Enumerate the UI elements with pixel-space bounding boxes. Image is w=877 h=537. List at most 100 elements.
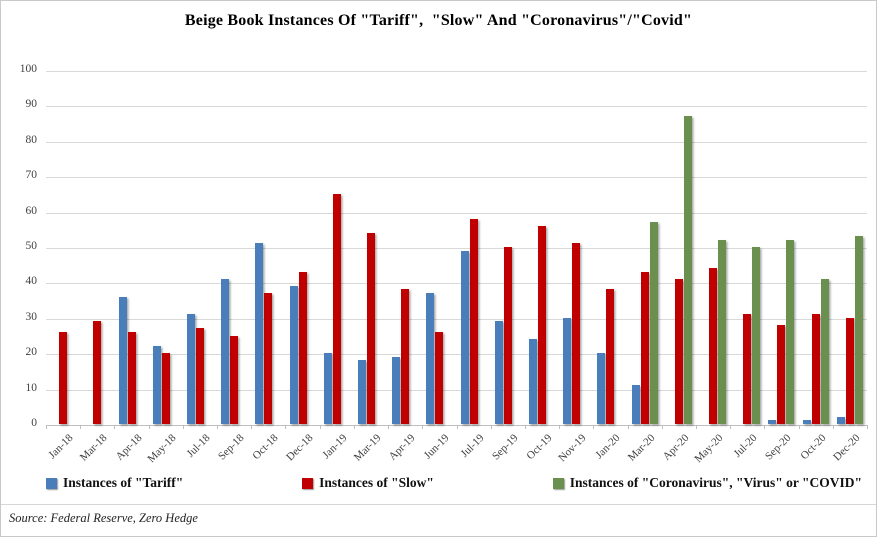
legend-label-tariff: Instances of "Tariff" xyxy=(63,475,184,490)
x-axis-tick xyxy=(627,425,629,429)
tariff-series-swatch-icon xyxy=(46,477,57,489)
y-tick-label-30: 30 xyxy=(25,310,38,323)
x-axis-tick xyxy=(80,425,82,429)
bar-Apr-18-series-1 xyxy=(127,331,136,424)
bar-Jan-18-series-1 xyxy=(59,331,68,424)
x-axis-tick xyxy=(832,425,834,429)
bar-Oct-19-series-1 xyxy=(538,225,547,424)
y-tick-label-100: 100 xyxy=(19,63,37,75)
bar-Oct-19-series-0 xyxy=(529,339,538,424)
bar-Dec-20-series-0 xyxy=(836,416,845,424)
bar-May-20-series-2 xyxy=(718,239,727,424)
x-axis-tick xyxy=(182,425,184,429)
bar-Jul-18-series-0 xyxy=(186,314,195,424)
x-axis-tick xyxy=(217,425,219,429)
y-tick-label-10: 10 xyxy=(25,381,38,394)
legend: Instances of "Tariff" Instances of "Slow… xyxy=(46,475,862,491)
bar-Mar-19-series-0 xyxy=(357,360,366,424)
gridline-70 xyxy=(46,177,867,179)
bar-Apr-19-series-0 xyxy=(392,356,401,424)
y-tick-label-90: 90 xyxy=(25,98,38,111)
plot-area xyxy=(46,71,868,429)
gridline-50 xyxy=(46,248,867,249)
bar-Sep-18-series-1 xyxy=(230,335,239,424)
bar-Jul-20-series-2 xyxy=(752,247,761,424)
bar-Nov-19-series-0 xyxy=(563,317,572,424)
y-tick-label-50: 50 xyxy=(25,240,38,252)
y-axis-labels: 0 10 20 30 40 50 60 70 80 90 100 xyxy=(1,63,38,429)
bar-May-20-series-1 xyxy=(709,268,718,424)
bar-Oct-20-series-2 xyxy=(820,278,829,424)
bar-Jan-19-series-1 xyxy=(332,193,341,424)
gridline-40 xyxy=(46,283,867,285)
bar-Sep-19-series-0 xyxy=(494,321,503,424)
bar-Sep-20-series-2 xyxy=(786,239,795,424)
y-tick-label-60: 60 xyxy=(25,204,38,217)
bar-Apr-20-series-1 xyxy=(674,278,683,424)
bar-Dec-18-series-1 xyxy=(298,271,307,424)
bar-Nov-19-series-1 xyxy=(572,243,581,424)
x-axis-tick xyxy=(593,425,595,429)
x-axis-tick xyxy=(251,425,253,429)
x-axis-tick xyxy=(559,425,561,429)
gridline-90 xyxy=(46,106,867,108)
legend-item-covid: Instances of "Coronavirus", "Virus" or "… xyxy=(552,475,862,491)
bar-Dec-20-series-1 xyxy=(845,317,854,424)
x-axis-tick xyxy=(730,425,732,429)
chart-bottom-divider xyxy=(1,504,876,505)
bar-Mar-20-series-1 xyxy=(640,271,649,424)
source-attribution: Source: Federal Reserve, Zero Hedge xyxy=(9,511,198,525)
x-axis-tick xyxy=(388,425,390,429)
x-axis-tick xyxy=(490,425,492,429)
x-axis-tick xyxy=(46,425,47,429)
x-axis-tick xyxy=(285,425,287,429)
gridline-100 xyxy=(46,71,867,72)
bar-Sep-19-series-1 xyxy=(503,247,512,424)
bar-Oct-20-series-1 xyxy=(811,314,820,424)
y-tick-label-70: 70 xyxy=(25,169,38,182)
x-axis-tick xyxy=(764,425,766,429)
chart-title: Beige Book Instances Of "Tariff", "Slow"… xyxy=(184,12,693,29)
bar-Oct-20-series-0 xyxy=(802,420,811,424)
bar-Jul-19-series-1 xyxy=(469,218,478,424)
bar-Jul-20-series-1 xyxy=(743,314,752,424)
legend-item-slow: Instances of "Slow" xyxy=(302,475,434,491)
gridline-20 xyxy=(46,354,867,356)
bar-Mar-19-series-1 xyxy=(366,232,375,424)
covid-series-swatch-icon xyxy=(552,477,564,489)
bar-Jan-20-series-0 xyxy=(597,353,606,424)
bar-Jul-19-series-0 xyxy=(460,250,469,424)
bar-May-18-series-0 xyxy=(152,346,161,424)
bar-Mar-18-series-1 xyxy=(93,321,102,424)
x-axis-tick xyxy=(456,425,458,429)
bar-Mar-20-series-2 xyxy=(649,222,658,424)
x-axis-tick xyxy=(695,425,697,429)
x-axis-tick xyxy=(319,425,321,429)
legend-label-covid: Instances of "Coronavirus", "Virus" or "… xyxy=(569,475,862,490)
y-tick-label-0: 0 xyxy=(31,417,37,429)
bar-Jan-20-series-1 xyxy=(606,289,615,424)
bar-Apr-19-series-1 xyxy=(401,289,410,424)
x-axis-tick xyxy=(353,425,355,429)
bar-Apr-20-series-2 xyxy=(683,116,692,424)
x-axis-tick xyxy=(114,425,116,429)
bar-Oct-18-series-0 xyxy=(255,243,264,424)
slow-series-swatch-icon xyxy=(302,477,314,489)
bar-Jun-19-series-0 xyxy=(426,293,435,424)
y-tick-label-20: 20 xyxy=(25,346,38,359)
bar-Jan-19-series-0 xyxy=(323,353,332,424)
x-axis-tick xyxy=(422,425,424,429)
gridline-60 xyxy=(46,212,867,214)
x-axis-tick xyxy=(661,425,663,429)
x-axis-tick xyxy=(524,425,526,429)
bar-Oct-18-series-1 xyxy=(264,293,273,424)
bar-Apr-18-series-0 xyxy=(118,296,127,424)
bar-Jul-18-series-1 xyxy=(195,328,204,424)
legend-item-tariff: Instances of "Tariff" xyxy=(46,475,183,491)
bar-Mar-20-series-0 xyxy=(631,385,640,424)
gridline-30 xyxy=(46,318,867,320)
bar-Sep-20-series-1 xyxy=(777,324,786,424)
bar-Dec-20-series-2 xyxy=(854,236,863,424)
gridline-80 xyxy=(46,141,867,143)
